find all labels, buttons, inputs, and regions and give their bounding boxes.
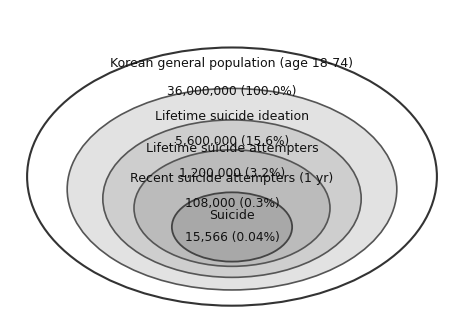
- Text: 36,000,000 (100.0%): 36,000,000 (100.0%): [167, 85, 296, 98]
- Text: 1,200,000 (3.2%): 1,200,000 (3.2%): [179, 167, 284, 180]
- Text: Lifetime suicide ideation: Lifetime suicide ideation: [155, 110, 308, 123]
- Ellipse shape: [27, 48, 436, 306]
- Text: Lifetime suicide attempters: Lifetime suicide attempters: [145, 142, 318, 155]
- Text: Recent suicide attempters (1 yr): Recent suicide attempters (1 yr): [130, 172, 333, 185]
- Ellipse shape: [67, 89, 396, 290]
- Text: Suicide: Suicide: [209, 210, 254, 222]
- Text: Korean general population (age 18-74): Korean general population (age 18-74): [110, 57, 353, 70]
- Text: 5,600,000 (15.6%): 5,600,000 (15.6%): [175, 135, 288, 149]
- Text: 108,000 (0.3%): 108,000 (0.3%): [184, 197, 279, 210]
- Ellipse shape: [171, 192, 292, 262]
- Ellipse shape: [134, 150, 329, 266]
- Ellipse shape: [103, 120, 360, 277]
- Text: 15,566 (0.04%): 15,566 (0.04%): [184, 231, 279, 244]
